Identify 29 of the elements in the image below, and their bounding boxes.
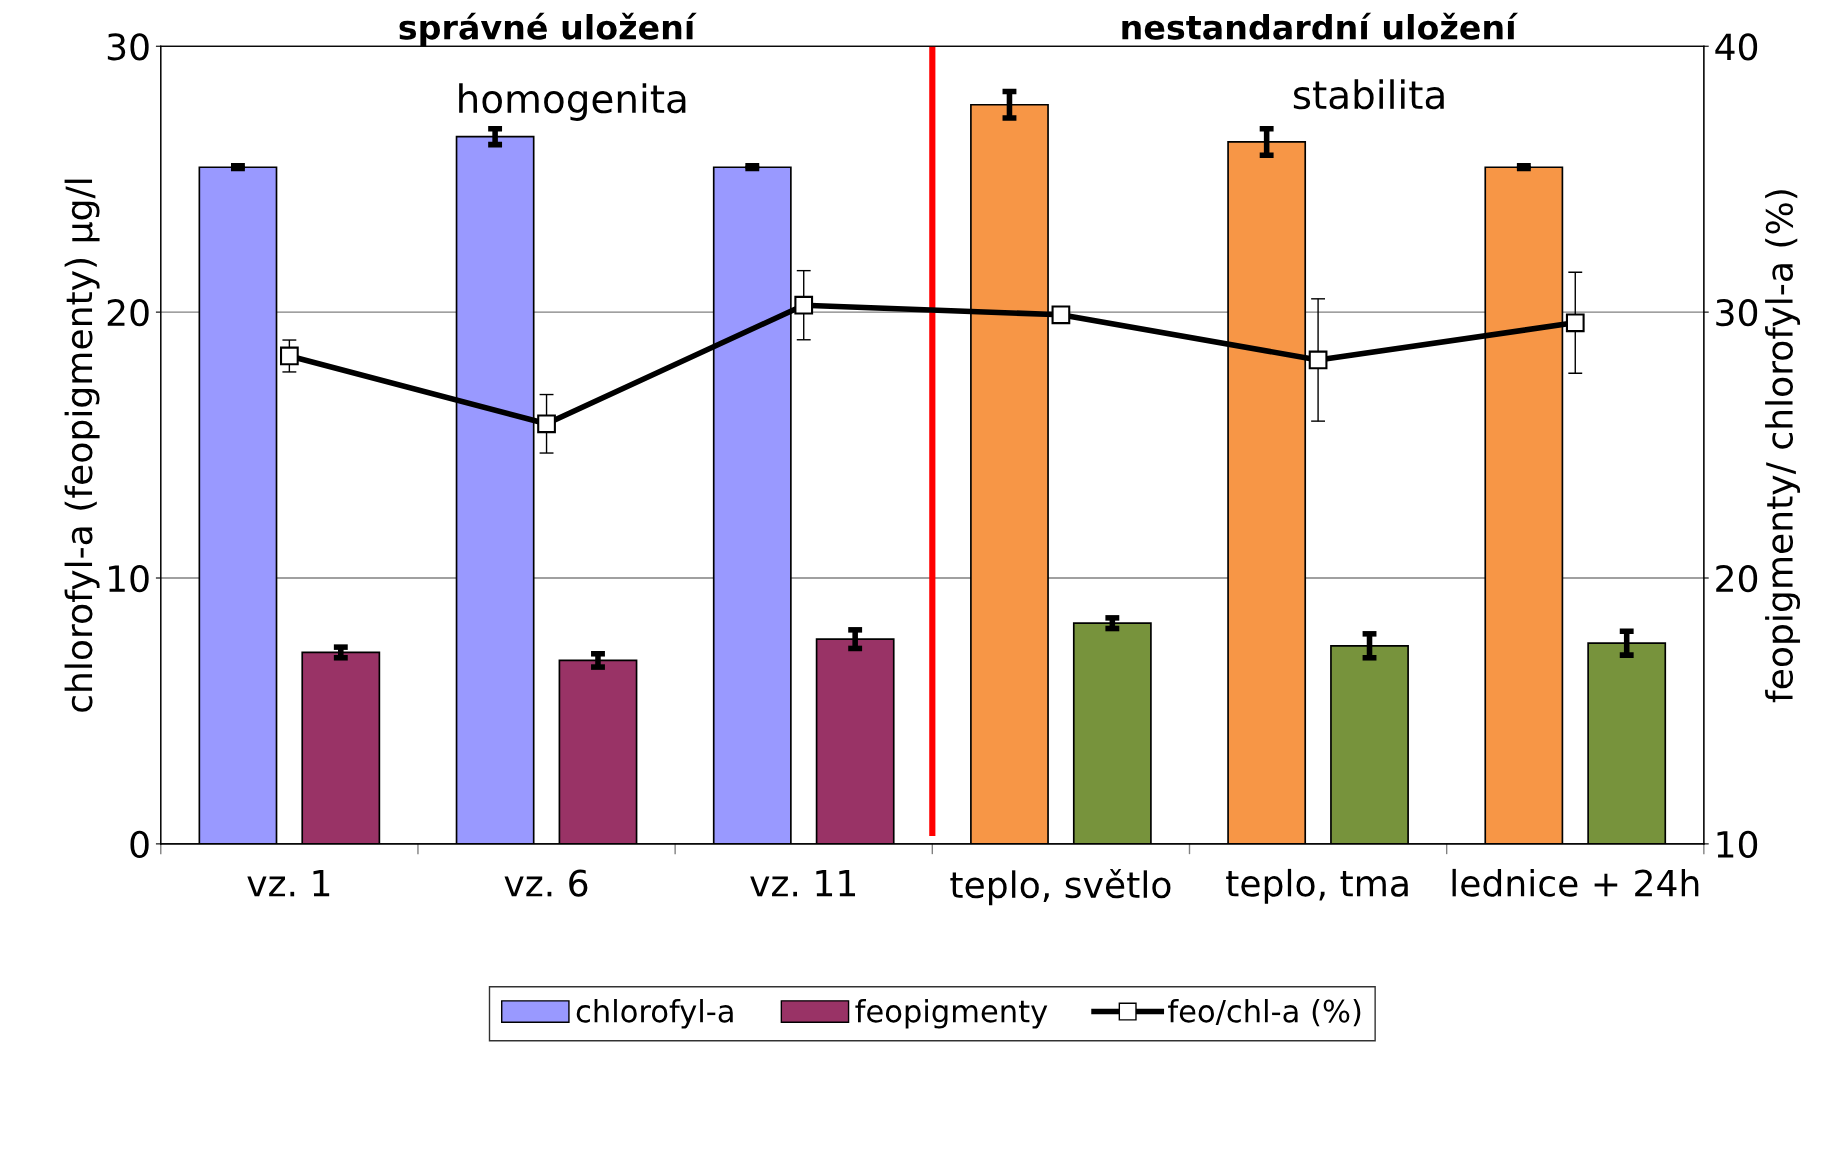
y2-tick-label: 30 [1716, 299, 1758, 327]
y2-axis-title: feopigmenty/ chlorofyl-a (%) [1765, 190, 1801, 703]
annotation: stabilita [1293, 79, 1444, 110]
point [1051, 305, 1071, 325]
y-tick-label: 10 [109, 564, 149, 593]
y2-tick-label: 20 [1716, 564, 1758, 593]
x-tick-label: teplo, tma [1226, 868, 1408, 904]
legend-label: feopigmenty [855, 999, 1048, 1029]
x-tick-label: vz. 1 [247, 869, 330, 897]
y-axis-title: chlorofyl-a (feopigmenty) µg/l [64, 179, 100, 712]
y-tick-label: 30 [107, 33, 149, 61]
legend-label: feo/chl-a (%) [1168, 999, 1361, 1027]
x-tick-label: vz. 11 [750, 869, 856, 897]
point [537, 414, 556, 434]
x-tick-label: lednice + 24h [1452, 868, 1699, 897]
point [279, 346, 299, 366]
text: nestandardní uložení [1122, 12, 1519, 40]
annotation: homogenita [459, 83, 686, 121]
point [794, 295, 814, 315]
y-tick-label: 0 [130, 830, 149, 859]
point [1308, 350, 1328, 370]
point [1565, 313, 1585, 333]
y2-tick-label: 10 [1717, 830, 1758, 859]
y-tick-label: 20 [107, 299, 149, 327]
x-tick-label: vz. 6 [504, 869, 588, 897]
text: správné uložení [399, 12, 697, 47]
legend-label: chlorofyl-a [576, 999, 733, 1029]
x-tick-label: teplo, světlo [950, 868, 1171, 906]
y2-tick-label: 40 [1715, 33, 1758, 61]
